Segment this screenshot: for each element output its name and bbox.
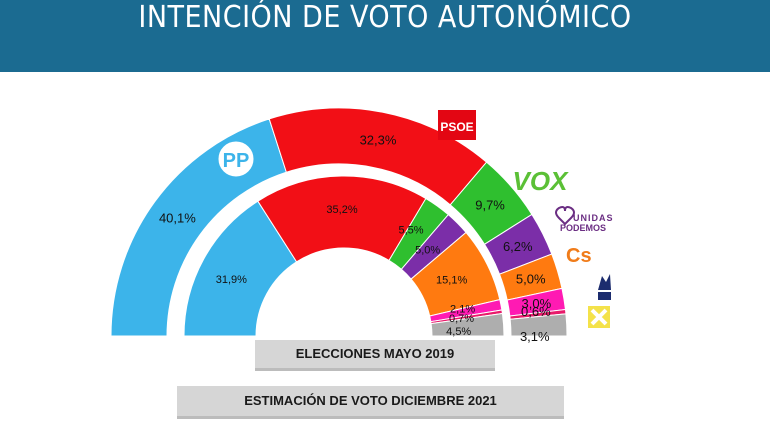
label-inner-resto: 4,5% <box>446 326 471 338</box>
cross-icon <box>590 308 608 326</box>
segment-labels: 40,1% 32,3% 9,7% 6,2% 5,0% 3,0%0,6% 3,1% 31,9% 3… <box>159 132 552 343</box>
label-inner-cs: 15,1% <box>436 275 467 287</box>
foro-shield-icon <box>598 274 611 290</box>
heart-icon <box>555 206 575 226</box>
label-inner-otros: 0,7% <box>449 313 474 325</box>
psoe-logo: PSOE <box>438 110 476 140</box>
pp-logo: PP <box>215 138 257 180</box>
label-outer-otros: 0,6% <box>521 304 551 319</box>
up-logo-line2: PODEMOS <box>560 223 606 233</box>
segment-outer-resto <box>509 313 568 337</box>
label-outer-foro: 3,0% <box>522 296 552 311</box>
segment-inner-resto <box>430 312 505 337</box>
up-logo-line1: UNIDAS <box>573 213 614 223</box>
legend-estimacion-2021: ESTIMACIÓN DE VOTO DICIEMBRE 2021 <box>177 386 564 419</box>
foro-logo <box>596 272 612 302</box>
other-party-logo <box>588 306 610 328</box>
label-inner-pp: 31,9% <box>216 274 247 286</box>
label-outer-psoe: 32,3% <box>360 132 397 147</box>
pp-logo-text: PP <box>223 150 250 172</box>
label-inner-foro: 2,1% <box>450 303 475 315</box>
label-outer-vox: 9,7% <box>475 197 505 212</box>
label-inner-vox: 5,5% <box>398 224 423 236</box>
page-title: INTENCIÓN DE VOTO AUTONÓMICO <box>138 0 632 35</box>
legend-elecciones-2019: ELECCIONES MAYO 2019 <box>255 340 495 371</box>
label-outer-resto: 3,1% <box>520 329 550 344</box>
label-inner-psoe: 35,2% <box>326 204 357 216</box>
psoe-logo-text: PSOE <box>440 120 473 134</box>
unidas-podemos-logo: UNIDAS PODEMOS <box>555 206 614 233</box>
inner-ring-2019 <box>183 175 505 337</box>
vox-logo: VOX <box>513 166 570 196</box>
label-outer-unidas-podemos: 6,2% <box>503 239 533 254</box>
label-outer-pp: 40,1% <box>159 211 196 226</box>
title-banner <box>0 0 770 72</box>
cs-logo: Cs <box>566 245 592 267</box>
label-outer-cs: 5,0% <box>516 272 546 287</box>
label-inner-unidas-podemos: 5,0% <box>415 245 440 257</box>
